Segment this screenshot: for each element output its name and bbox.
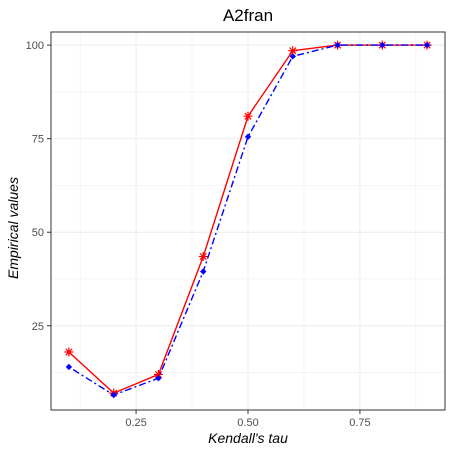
series-1-point (243, 111, 253, 121)
series-2-point (334, 41, 341, 49)
y-tick-label: 25 (32, 321, 44, 333)
series-2-point (200, 268, 207, 275)
y-tick-label: 50 (32, 227, 44, 239)
series-2-point (244, 133, 252, 140)
series-2-point (155, 374, 162, 382)
x-axis-title: Kendall's tau (208, 430, 288, 446)
series-2-point (423, 41, 431, 49)
series-2-point (379, 41, 386, 49)
series-2 (65, 41, 431, 399)
y-tick-label: 75 (32, 134, 44, 146)
chart-title: A2fran (223, 6, 273, 25)
series-2-line (68, 44, 428, 396)
series-1-point (288, 46, 298, 56)
y-axis-title: Empirical values (5, 177, 21, 279)
x-tick-label: 0.75 (349, 417, 370, 429)
series-1-point (198, 252, 208, 262)
series-1-point (153, 369, 163, 379)
axes: 0.25 0.50 0.75 25 50 75 100 (26, 40, 371, 429)
x-tick-label: 0.25 (125, 417, 146, 429)
y-tick-label: 100 (26, 40, 44, 52)
series-2-point (65, 363, 73, 371)
series-2-point (110, 391, 117, 399)
series-layer (64, 40, 432, 399)
grid (51, 32, 445, 410)
x-tick-label: 0.50 (237, 417, 258, 429)
series-2-point (289, 53, 296, 60)
series-1-point (64, 347, 74, 357)
